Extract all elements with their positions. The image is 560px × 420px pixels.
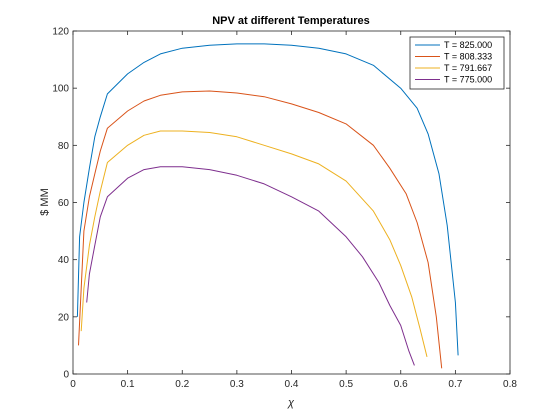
x-tick-label: 0.5 xyxy=(339,379,353,390)
y-tick-label: 20 xyxy=(58,312,70,323)
chart-title: NPV at different Temperatures xyxy=(212,15,370,27)
x-tick-label: 0.3 xyxy=(230,379,244,390)
x-tick-label: 0.6 xyxy=(394,379,408,390)
x-tick-label: 0.2 xyxy=(175,379,189,390)
legend-label-3: T = 791.667 xyxy=(444,63,492,73)
y-tick-label: 40 xyxy=(58,255,70,266)
y-tick-label: 80 xyxy=(58,141,70,152)
y-tick-label: 100 xyxy=(52,84,69,95)
x-tick-label: 0.7 xyxy=(448,379,462,390)
x-tick-label: 0.8 xyxy=(503,379,517,390)
legend-label-2: T = 808.333 xyxy=(444,52,492,62)
x-tick-label: 0 xyxy=(70,379,76,390)
y-tick-label: 0 xyxy=(63,370,69,381)
y-tick-label: 60 xyxy=(58,198,70,209)
y-tick-label: 120 xyxy=(52,27,69,38)
legend-label-4: T = 775.000 xyxy=(444,75,492,85)
legend-label-1: T = 825.000 xyxy=(444,40,492,50)
x-axis-label: χ xyxy=(287,397,295,409)
x-tick-label: 0.4 xyxy=(285,379,299,390)
y-axis-label: $ MM xyxy=(39,188,51,216)
x-tick-label: 0.1 xyxy=(121,379,135,390)
